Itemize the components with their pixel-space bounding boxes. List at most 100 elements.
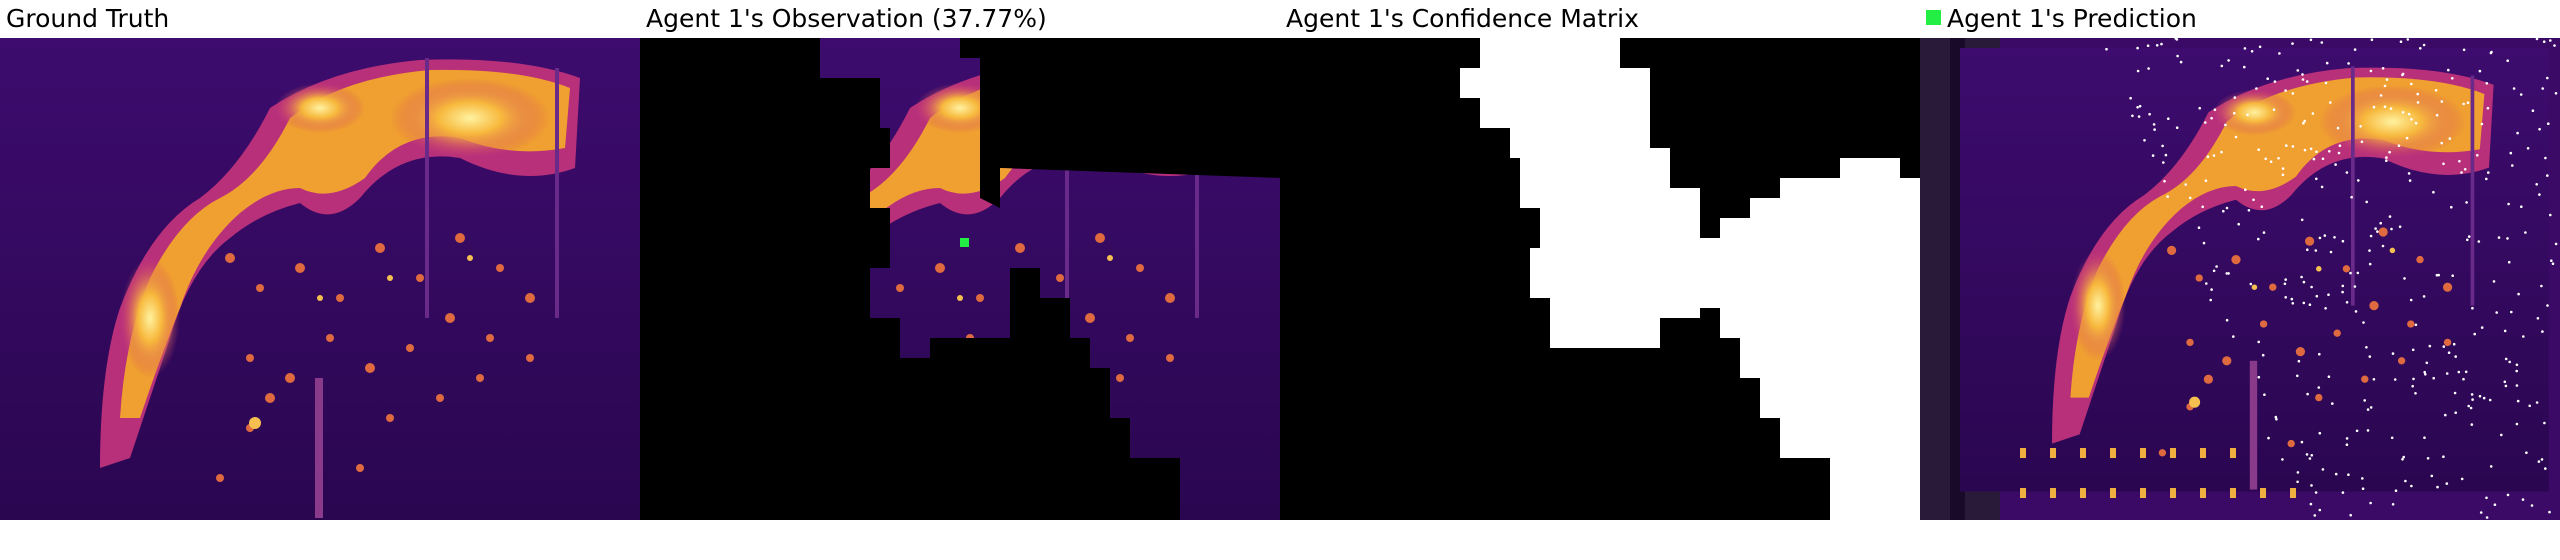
noise-dot (2530, 504, 2534, 507)
noise-dot (2445, 372, 2449, 375)
noise-dot (2310, 484, 2313, 487)
noise-dot (2551, 262, 2555, 265)
noise-dot (2448, 137, 2452, 140)
noise-dot (2520, 205, 2523, 208)
noise-dot (2272, 108, 2276, 111)
noise-dot (2467, 235, 2471, 238)
noise-dot (2372, 105, 2376, 109)
noise-dot (2419, 47, 2422, 50)
noise-dot (2227, 272, 2230, 275)
noise-dot (2323, 234, 2327, 237)
noise-dot (2175, 126, 2179, 129)
observation-image (640, 38, 1280, 520)
noise-dot (2407, 112, 2411, 116)
noise-dot (2393, 378, 2397, 381)
noise-dot (2495, 311, 2498, 314)
noise-dot (2262, 231, 2266, 234)
noise-dot (2300, 275, 2303, 279)
noise-dot (2487, 171, 2490, 174)
panel-title: Agent 1's Confidence Matrix (1286, 4, 1639, 33)
noise-dot (2257, 340, 2260, 344)
noise-dot (2430, 474, 2434, 478)
noise-dot (2313, 514, 2317, 517)
noise-dot (2305, 80, 2309, 83)
noise-dot (2471, 398, 2474, 401)
noise-dot (2414, 323, 2418, 327)
noise-dot (2278, 52, 2281, 55)
noise-dot (2361, 477, 2364, 480)
noise-dot (2437, 273, 2440, 277)
noise-dot (2506, 493, 2510, 497)
noise-dot (2503, 329, 2507, 333)
noise-dot (2246, 113, 2249, 117)
noise-dot (2345, 171, 2349, 174)
noise-dot (2453, 391, 2457, 395)
noise-dot (2263, 393, 2266, 397)
noise-dot (2541, 87, 2544, 90)
noise-dot (2166, 195, 2169, 198)
noise-dot (2434, 89, 2438, 92)
panel-title: Agent 1's Prediction (1926, 2, 2197, 36)
noise-dot (2368, 249, 2371, 252)
noise-dot (2233, 111, 2236, 115)
noise-dot (2309, 147, 2313, 151)
noise-dot (2291, 302, 2295, 305)
noise-dot (2493, 503, 2497, 507)
noise-dot (2329, 101, 2332, 104)
noise-dot (2546, 174, 2549, 177)
noise-dot (2423, 436, 2426, 440)
noise-dot (2436, 485, 2439, 489)
noise-dot (2412, 377, 2415, 381)
noise-dot (2296, 480, 2299, 484)
noise-dot (2500, 433, 2503, 437)
noise-dot (2535, 401, 2539, 404)
noise-dot (2470, 393, 2474, 396)
noise-dot (2485, 496, 2488, 500)
noise-dot (2318, 352, 2321, 356)
noise-dot (2136, 69, 2140, 73)
noise-dot (2175, 38, 2179, 41)
noise-dot (2416, 92, 2419, 96)
noise-dot (2363, 399, 2366, 402)
noise-dot (2138, 104, 2142, 108)
noise-dot (2497, 236, 2501, 239)
noise-dot (2341, 290, 2344, 294)
noise-dot (2341, 491, 2345, 494)
noise-dot (2410, 118, 2413, 121)
noise-dot (2212, 154, 2216, 157)
noise-dot (2478, 69, 2482, 73)
noise-dot (2306, 392, 2309, 396)
noise-dot (2274, 415, 2278, 419)
panel-title-text: Agent 1's Prediction (1947, 4, 2197, 33)
noise-dot (2302, 121, 2305, 125)
noise-dot (2492, 280, 2496, 283)
noise-dot (2506, 237, 2509, 240)
noise-dot (2310, 285, 2313, 289)
noise-dot (2466, 101, 2470, 104)
noise-dot (2385, 78, 2389, 81)
noise-dot (2515, 369, 2518, 373)
noise-dot (2349, 513, 2352, 517)
noise-dot (2160, 42, 2163, 46)
noise-dot (2162, 161, 2165, 164)
noise-dot (2411, 348, 2415, 352)
noise-dot (2257, 375, 2261, 379)
legend-marker (1926, 9, 1941, 25)
noise-dot (2353, 285, 2357, 288)
noise-dot (2389, 107, 2393, 110)
noise-dot (2388, 150, 2391, 154)
noise-dot (2308, 303, 2312, 307)
noise-dot (2202, 241, 2206, 245)
noise-dot (2535, 183, 2538, 186)
noise-dot (2526, 147, 2530, 150)
noise-dot (2243, 47, 2247, 50)
noise-dot (2303, 119, 2306, 123)
noise-dot (2224, 123, 2227, 127)
noise-dot (2515, 422, 2519, 426)
noise-dot (2356, 271, 2360, 275)
noise-dot (2508, 360, 2511, 364)
noise-dot (2153, 128, 2156, 131)
noise-dot (2457, 370, 2461, 374)
noise-dot (2365, 346, 2368, 349)
noise-dot (2369, 234, 2373, 238)
